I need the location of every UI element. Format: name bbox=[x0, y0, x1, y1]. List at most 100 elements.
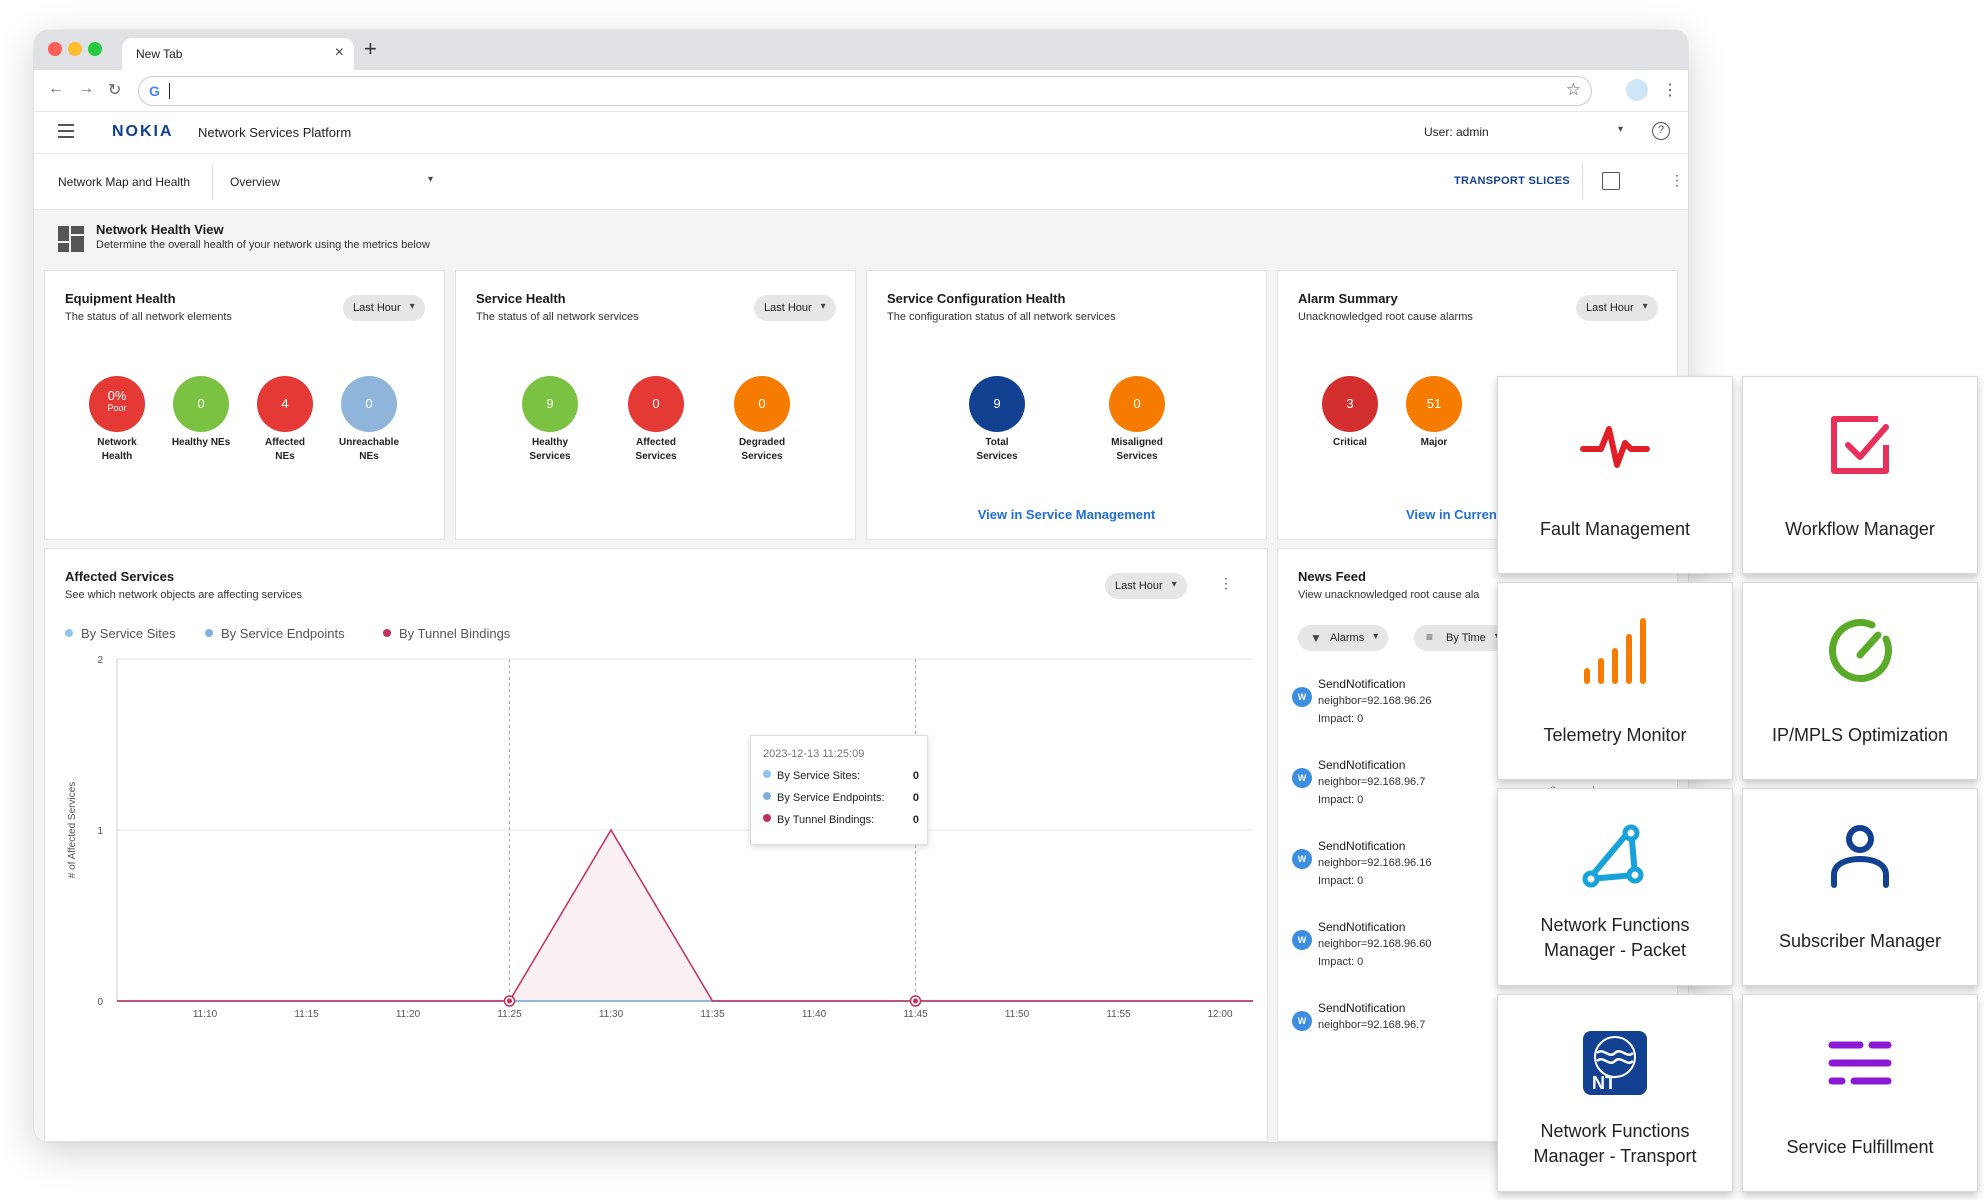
more-options-icon[interactable]: ⋮ bbox=[1670, 172, 1684, 188]
forward-icon[interactable]: → bbox=[78, 80, 94, 97]
user-dropdown-icon[interactable]: ▾ bbox=[1618, 124, 1624, 135]
time-range-select[interactable]: Last Hour bbox=[343, 295, 425, 321]
metric-label: Misaligned bbox=[1111, 437, 1163, 448]
legend-label: By Tunnel Bindings bbox=[399, 626, 511, 641]
tooltip-row: By Service Endpoints: 0 bbox=[763, 792, 919, 804]
breadcrumb[interactable]: Network Map and Health bbox=[58, 175, 191, 189]
metric-circle: 9 bbox=[522, 376, 578, 432]
user-menu[interactable]: User: admin bbox=[1424, 125, 1489, 139]
legend-item[interactable]: By Tunnel Bindings bbox=[383, 626, 510, 641]
card-title: Alarm Summary bbox=[1298, 291, 1398, 306]
tooltip-value: 0 bbox=[912, 770, 919, 782]
metric-3[interactable]: 0 Unreachable NEs bbox=[319, 376, 419, 464]
checkbox-icon bbox=[1743, 405, 1977, 485]
news-text: SendNotification bbox=[1318, 839, 1406, 853]
tooltip-row: By Tunnel Bindings: 0 bbox=[763, 814, 919, 826]
metric-value: 9 bbox=[993, 396, 1001, 411]
metric-1[interactable]: 51 Major bbox=[1384, 376, 1484, 450]
metric-label-line2: Services bbox=[1116, 451, 1158, 462]
view-select[interactable]: Overview bbox=[230, 175, 281, 189]
tile-label: Subscriber Manager bbox=[1778, 931, 1942, 951]
tab-close-icon[interactable]: × bbox=[334, 44, 344, 61]
tile-nfm-packet[interactable]: Network Functions Manager - Packet bbox=[1497, 788, 1733, 986]
metric-1[interactable]: 0 Healthy NEs bbox=[151, 376, 251, 450]
sliders-icon bbox=[1743, 1023, 1977, 1103]
metric-circle: 0% Poor bbox=[89, 376, 145, 432]
browser-tab[interactable]: New Tab × bbox=[122, 38, 354, 70]
hamburger-menu-icon[interactable] bbox=[58, 124, 74, 138]
view-dropdown-icon[interactable]: ▾ bbox=[428, 174, 434, 185]
close-window-icon[interactable] bbox=[48, 42, 62, 56]
legend-item[interactable]: By Service Endpoints bbox=[205, 626, 345, 641]
card-description: The status of all network elements bbox=[65, 311, 232, 323]
metric-value: 9 bbox=[546, 396, 554, 411]
legend-item[interactable]: By Service Sites bbox=[65, 626, 176, 641]
metric-circle: 0 bbox=[734, 376, 790, 432]
metric-0[interactable]: 3 Critical bbox=[1300, 376, 1400, 450]
metric-circle: 0 bbox=[628, 376, 684, 432]
time-range-select[interactable]: Last Hour bbox=[1105, 573, 1187, 599]
x-tick-label: 11:15 bbox=[294, 1009, 319, 1020]
tile-ip-mpls-optimization[interactable]: IP/MPLS Optimization bbox=[1742, 582, 1978, 780]
maximize-window-icon[interactable] bbox=[88, 42, 102, 56]
browser-menu-icon[interactable]: ⋮ bbox=[1662, 82, 1678, 99]
metric-circle: 9 bbox=[969, 376, 1025, 432]
address-bar[interactable]: G ☆ bbox=[138, 76, 1592, 106]
metric-0[interactable]: 0% Poor Network Health bbox=[67, 376, 167, 464]
tile-nfm-transport[interactable]: NT Network Functions Manager - Transport bbox=[1497, 994, 1733, 1192]
back-icon[interactable]: ← bbox=[48, 80, 64, 97]
more-options-icon[interactable]: ⋮ bbox=[1219, 575, 1233, 591]
browser-window: New Tab × + ← → ↻ G ☆ ⋮ NOKIA Network Se… bbox=[34, 30, 1688, 1142]
metric-0[interactable]: 9 Total Services bbox=[947, 376, 1047, 464]
metric-label-line2: Health bbox=[101, 451, 133, 462]
metric-2[interactable]: 4 Affected NEs bbox=[235, 376, 335, 464]
metric-label: Critical bbox=[1333, 437, 1367, 448]
text-caret bbox=[169, 83, 170, 99]
current-alarms-link[interactable]: View in Curren bbox=[1406, 507, 1497, 522]
metric-label: Healthy bbox=[531, 437, 569, 448]
bookmark-star-icon[interactable]: ☆ bbox=[1565, 80, 1581, 99]
transport-slices-button[interactable]: TRANSPORT SLICES bbox=[1454, 175, 1571, 187]
news-text: neighbor=92.168.96.26 bbox=[1318, 695, 1432, 707]
tile-label-line2: Manager - Packet bbox=[1543, 940, 1687, 960]
metric-label: Network bbox=[97, 437, 137, 448]
nokia-logo: NOKIA bbox=[112, 123, 174, 140]
tooltip-value: 0 bbox=[912, 792, 919, 804]
time-range-select[interactable]: Last Hour bbox=[1576, 295, 1658, 321]
tile-subscriber-manager[interactable]: Subscriber Manager bbox=[1742, 788, 1978, 986]
new-tab-icon[interactable]: + bbox=[364, 36, 377, 61]
alarms-filter[interactable]: Alarms bbox=[1298, 625, 1389, 651]
tooltip-timestamp: 2023-12-13 11:25:09 bbox=[763, 748, 865, 760]
minimize-window-icon[interactable] bbox=[68, 42, 82, 56]
tab-title: New Tab bbox=[136, 47, 183, 61]
metric-0[interactable]: 9 Healthy Services bbox=[500, 376, 600, 464]
tile-telemetry-monitor[interactable]: Telemetry Monitor bbox=[1497, 582, 1733, 780]
service-management-link[interactable]: View in Service Management bbox=[977, 507, 1156, 522]
data-point bbox=[507, 998, 512, 1004]
tile-fault-management[interactable]: Fault Management bbox=[1497, 376, 1733, 574]
metric-2[interactable]: 0 Degraded Services bbox=[712, 376, 812, 464]
reload-icon[interactable]: ↻ bbox=[108, 82, 122, 99]
card-title: Service Health bbox=[476, 291, 566, 306]
tooltip-dot-icon bbox=[763, 770, 771, 778]
tooltip-value: 0 bbox=[912, 814, 919, 826]
metric-label: Affected bbox=[264, 437, 305, 448]
help-icon[interactable]: ? bbox=[1652, 122, 1670, 140]
tooltip-row: By Service Sites: 0 bbox=[763, 770, 919, 782]
tile-service-fulfillment[interactable]: Service Fulfillment bbox=[1742, 994, 1978, 1192]
nt-badge-text: NT bbox=[1592, 1073, 1616, 1093]
news-text: Impact: 0 bbox=[1318, 956, 1364, 968]
pulse-icon bbox=[1498, 405, 1732, 485]
metric-1[interactable]: 0 Misaligned Services bbox=[1087, 376, 1187, 464]
profile-avatar[interactable] bbox=[1626, 79, 1648, 101]
x-tick-label: 11:55 bbox=[1106, 1009, 1131, 1020]
dashboard-layout-icon[interactable] bbox=[1602, 172, 1620, 190]
time-range-select[interactable]: Last Hour bbox=[754, 295, 836, 321]
card-title: News Feed bbox=[1298, 569, 1366, 584]
equipment-health-card: Equipment Health The status of all netwo… bbox=[44, 270, 445, 540]
metric-1[interactable]: 0 Affected Services bbox=[606, 376, 706, 464]
y-axis-label: # of Affected Services bbox=[67, 782, 78, 879]
tile-workflow-manager[interactable]: Workflow Manager bbox=[1742, 376, 1978, 574]
sort-by-time-filter[interactable]: By Time bbox=[1414, 625, 1510, 651]
card-title: Service Configuration Health bbox=[887, 291, 1066, 306]
